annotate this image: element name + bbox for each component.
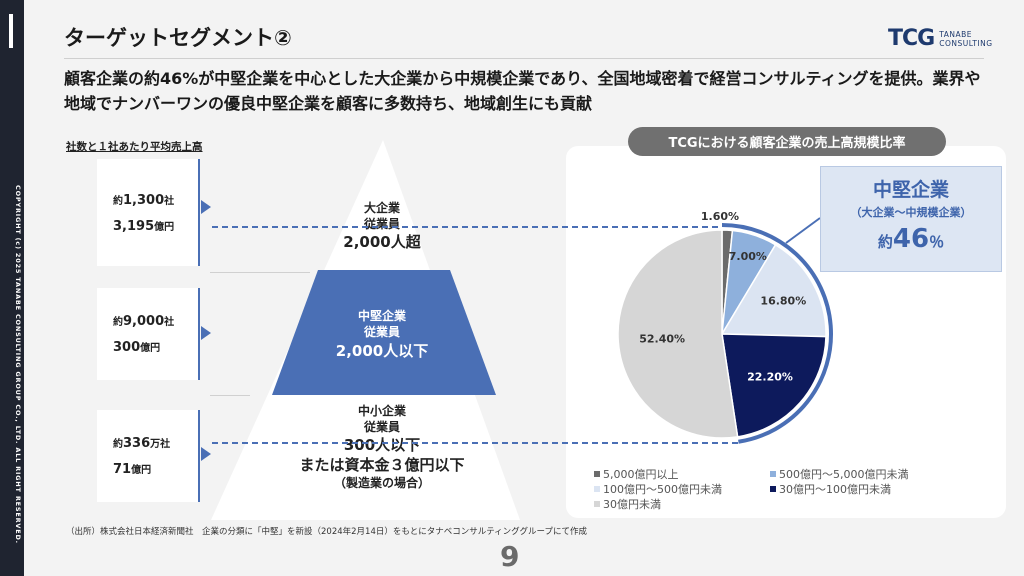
side-bar: COPYRIGHT (c) 2025 TANABE CONSULTING GRO…: [0, 0, 24, 576]
stat-count: 約1,300社: [113, 192, 175, 208]
logo-line-2: CONSULTING: [939, 38, 993, 48]
stat-box-small: 約336万社 71億円: [97, 410, 200, 502]
stat-arrow-mid: [201, 326, 211, 340]
stat-arrow-small: [201, 447, 211, 461]
pyramid-graphic: [211, 140, 520, 520]
mid-company-callout: 中堅企業 （大企業～中規模企業） 約46％: [820, 166, 1002, 272]
lead-text: 顧客企業の約46%が中堅企業を中心とした大企業から中規模企業であり、全国地域密着…: [64, 69, 981, 113]
stat-box-mid: 約9,000社 300億円: [97, 288, 200, 380]
stat-sales: 300億円: [113, 340, 161, 355]
title-rule: [64, 58, 984, 59]
slide-title: ターゲットセグメント②: [64, 26, 292, 50]
stat-sales: 3,195億円: [113, 218, 175, 234]
legend-item: 30億円未満: [594, 496, 661, 512]
stat-arrow-large: [201, 200, 211, 214]
company-logo: TCG TANABE CONSULTING: [888, 26, 993, 51]
stat-count: 約336万社: [113, 436, 171, 451]
legend-item: 5,000億円以上: [594, 466, 679, 482]
page-number: 9: [500, 540, 520, 573]
legend-item: 500億円～5,000億円未満: [770, 466, 909, 482]
legend-swatch: [770, 471, 776, 477]
row-divider: [210, 272, 310, 273]
logo-text: TANABE CONSULTING: [939, 30, 992, 48]
logo-mark: TCG: [888, 26, 935, 51]
callout-subtitle: （大企業～中規模企業）: [850, 206, 972, 219]
pie-header: TCGにおける顧客企業の売上高規模比率: [628, 127, 946, 156]
row-divider: [210, 395, 250, 396]
legend-item: 30億円～100億円未満: [770, 481, 891, 497]
legend-swatch: [594, 486, 600, 492]
pyramid-mid-label: 中堅企業 従業員 2,000人以下: [335, 309, 429, 360]
legend-swatch: [594, 501, 600, 507]
pyramid-bottom-label: 中小企業 従業員 300人以下 または資本金３億円以下 （製造業の場合）: [299, 404, 465, 490]
side-accent: [9, 14, 13, 48]
stat-box-large: 約1,300社 3,195億円: [97, 159, 200, 266]
company-pyramid: 大企業 従業員 2,000人超 中堅企業 従業員 2,000人以下 中小企業 従…: [200, 140, 520, 524]
stat-count: 約9,000社: [113, 314, 175, 329]
legend-swatch: [770, 486, 776, 492]
logo-line-1: TANABE: [939, 29, 972, 39]
pyramid-mid-band: [272, 270, 496, 395]
legend-item: 100億円～500億円未満: [594, 481, 722, 497]
callout-value: 約46％: [877, 224, 945, 254]
stat-sales: 71億円: [113, 462, 152, 477]
stats-label: 社数と１社あたり平均売上高: [66, 141, 203, 153]
callout-title: 中堅企業: [872, 179, 949, 201]
copyright-text: COPYRIGHT (c) 2025 TANABE CONSULTING GRO…: [14, 185, 22, 544]
pyramid-top-label: 大企業 従業員 2,000人超: [343, 201, 421, 251]
legend-swatch: [594, 471, 600, 477]
source-note: （出所）株式会社日本経済新聞社 企業の分類に「中堅」を新設（2024年2月14日…: [66, 527, 588, 537]
